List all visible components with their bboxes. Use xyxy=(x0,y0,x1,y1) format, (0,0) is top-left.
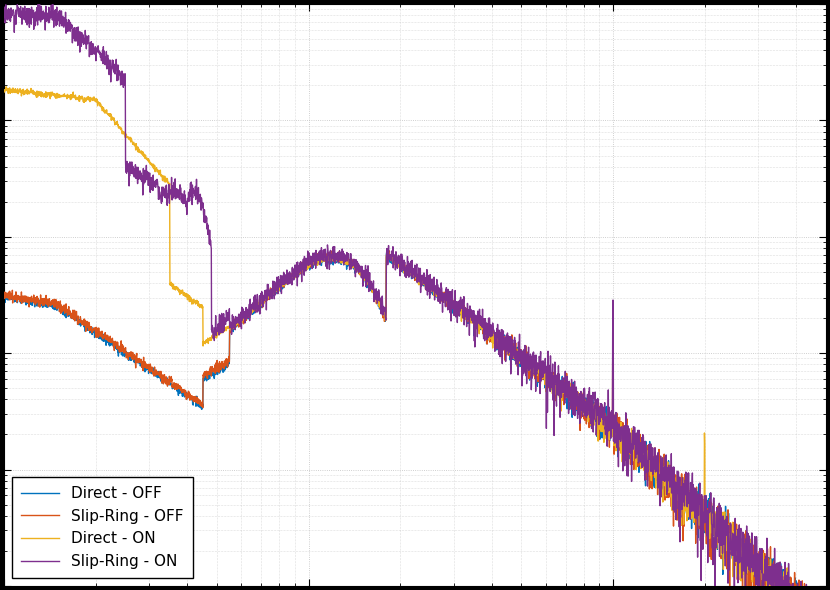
Direct - OFF xyxy=(315,257,325,264)
Slip-Ring - ON xyxy=(142,171,152,178)
Direct - OFF xyxy=(350,263,360,270)
Direct - OFF xyxy=(716,514,726,522)
Direct - OFF xyxy=(142,366,152,373)
Direct - ON xyxy=(0,87,9,94)
Slip-Ring - OFF xyxy=(93,329,103,336)
Line: Slip-Ring - OFF: Slip-Ring - OFF xyxy=(4,251,826,590)
Direct - ON xyxy=(93,98,103,105)
Direct - ON xyxy=(315,257,325,264)
Direct - OFF xyxy=(0,290,9,297)
Slip-Ring - ON xyxy=(93,42,103,50)
Slip-Ring - OFF xyxy=(0,291,9,299)
Direct - ON xyxy=(716,536,726,543)
Slip-Ring - ON xyxy=(350,263,360,270)
Slip-Ring - OFF xyxy=(315,258,325,266)
Legend: Direct - OFF, Slip-Ring - OFF, Direct - ON, Slip-Ring - ON: Direct - OFF, Slip-Ring - OFF, Direct - … xyxy=(12,477,193,578)
Direct - OFF xyxy=(93,334,103,341)
Line: Direct - ON: Direct - ON xyxy=(4,87,826,590)
Slip-Ring - ON xyxy=(35,0,45,5)
Direct - ON xyxy=(1,83,11,90)
Direct - ON xyxy=(142,155,152,162)
Direct - OFF xyxy=(382,249,392,256)
Line: Slip-Ring - ON: Slip-Ring - ON xyxy=(4,2,826,590)
Direct - ON xyxy=(350,266,360,273)
Slip-Ring - ON xyxy=(0,14,9,21)
Slip-Ring - OFF xyxy=(350,266,360,273)
Slip-Ring - ON xyxy=(315,247,325,254)
Line: Direct - OFF: Direct - OFF xyxy=(4,253,826,590)
Slip-Ring - ON xyxy=(716,515,726,522)
Slip-Ring - OFF xyxy=(716,529,726,536)
Slip-Ring - OFF xyxy=(383,247,393,254)
Slip-Ring - OFF xyxy=(142,365,152,372)
